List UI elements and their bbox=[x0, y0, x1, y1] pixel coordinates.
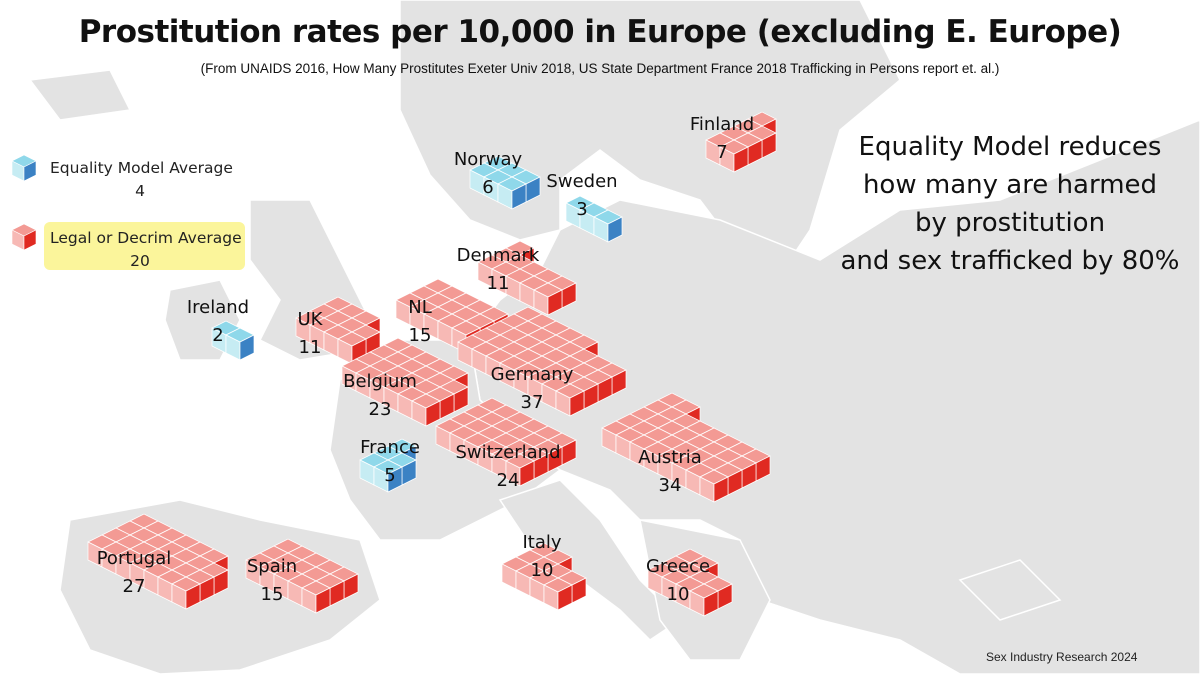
bar-uk bbox=[295, 296, 381, 365]
annotation-line-3: by prostitution bbox=[914, 208, 1106, 238]
legend-legal-label: Legal or Decrim Average bbox=[50, 229, 242, 247]
country-label-uk: UK bbox=[298, 309, 324, 330]
country-value-austria: 34 bbox=[659, 475, 682, 496]
legend-equality-cube-icon bbox=[11, 154, 37, 182]
bar-germany bbox=[457, 306, 627, 417]
country-value-italy: 10 bbox=[531, 560, 554, 581]
legend-equality-value: 4 bbox=[135, 182, 145, 200]
credit-text: Sex Industry Research 2024 bbox=[986, 650, 1138, 664]
country-label-belgium: Belgium bbox=[343, 371, 417, 392]
bar-france bbox=[359, 438, 417, 493]
annotation-line-2: how many are harmed bbox=[862, 170, 1158, 200]
bar-spain bbox=[245, 538, 359, 614]
country-label-denmark: Denmark bbox=[457, 245, 540, 266]
country-value-france: 5 bbox=[384, 465, 395, 486]
country-label-spain: Spain bbox=[247, 556, 297, 577]
bars-layer bbox=[87, 111, 777, 617]
country-value-finland: 7 bbox=[716, 142, 727, 163]
country-label-greece: Greece bbox=[646, 556, 710, 577]
country-value-germany: 37 bbox=[521, 392, 544, 413]
country-label-germany: Germany bbox=[491, 364, 574, 385]
country-label-ireland: Ireland bbox=[187, 297, 249, 318]
country-label-italy: Italy bbox=[522, 532, 561, 553]
country-label-finland: Finland bbox=[690, 114, 754, 135]
legend-legal-value: 20 bbox=[130, 252, 150, 270]
country-value-denmark: 11 bbox=[487, 273, 510, 294]
country-value-ireland: 2 bbox=[212, 325, 223, 346]
country-value-norway: 6 bbox=[482, 177, 493, 198]
legend-equality-label: Equality Model Average bbox=[50, 159, 233, 177]
country-label-norway: Norway bbox=[454, 149, 523, 170]
legend-highlight bbox=[44, 222, 245, 270]
bar-denmark bbox=[477, 240, 577, 316]
bar-austria bbox=[601, 392, 771, 503]
country-label-switzerland: Switzerland bbox=[456, 442, 561, 463]
country-value-portugal: 27 bbox=[123, 576, 146, 597]
bar-norway bbox=[469, 155, 541, 210]
legend-legal-cube-icon bbox=[11, 223, 37, 251]
country-value-greece: 10 bbox=[667, 584, 690, 605]
annotation-line-4: and sex trafficked by 80% bbox=[840, 246, 1180, 276]
annotation-text: Equality Model reduces how many are harm… bbox=[810, 128, 1200, 280]
bar-switzerland bbox=[435, 397, 577, 487]
country-value-sweden: 3 bbox=[576, 199, 587, 220]
country-label-austria: Austria bbox=[638, 447, 702, 468]
bar-ireland bbox=[211, 320, 255, 361]
country-label-sweden: Sweden bbox=[546, 171, 617, 192]
bar-sweden bbox=[565, 195, 623, 243]
country-value-switzerland: 24 bbox=[497, 470, 520, 491]
chart-title: Prostitution rates per 10,000 in Europe … bbox=[78, 14, 1122, 50]
country-value-uk: 11 bbox=[299, 337, 322, 358]
bar-italy bbox=[501, 542, 587, 611]
chart-subtitle: (From UNAIDS 2016, How Many Prostitutes … bbox=[200, 61, 1000, 76]
country-value-spain: 15 bbox=[261, 584, 284, 605]
country-label-portugal: Portugal bbox=[97, 548, 172, 569]
bar-belgium bbox=[341, 337, 469, 427]
country-value-nl: 15 bbox=[409, 325, 432, 346]
country-value-belgium: 23 bbox=[369, 399, 392, 420]
country-label-france: France bbox=[360, 437, 420, 458]
country-labels: Finland 7 Norway 6 Sweden 3 Denmark 11 Ireland 2 U… bbox=[97, 114, 754, 605]
country-label-nl: NL bbox=[408, 297, 432, 318]
bar-portugal bbox=[87, 513, 229, 610]
annotation-line-1: Equality Model reduces bbox=[858, 132, 1162, 162]
bar-finland bbox=[705, 111, 777, 173]
bar-greece bbox=[647, 548, 733, 617]
